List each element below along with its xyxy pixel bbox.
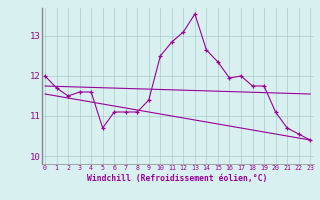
X-axis label: Windchill (Refroidissement éolien,°C): Windchill (Refroidissement éolien,°C) [87, 174, 268, 183]
